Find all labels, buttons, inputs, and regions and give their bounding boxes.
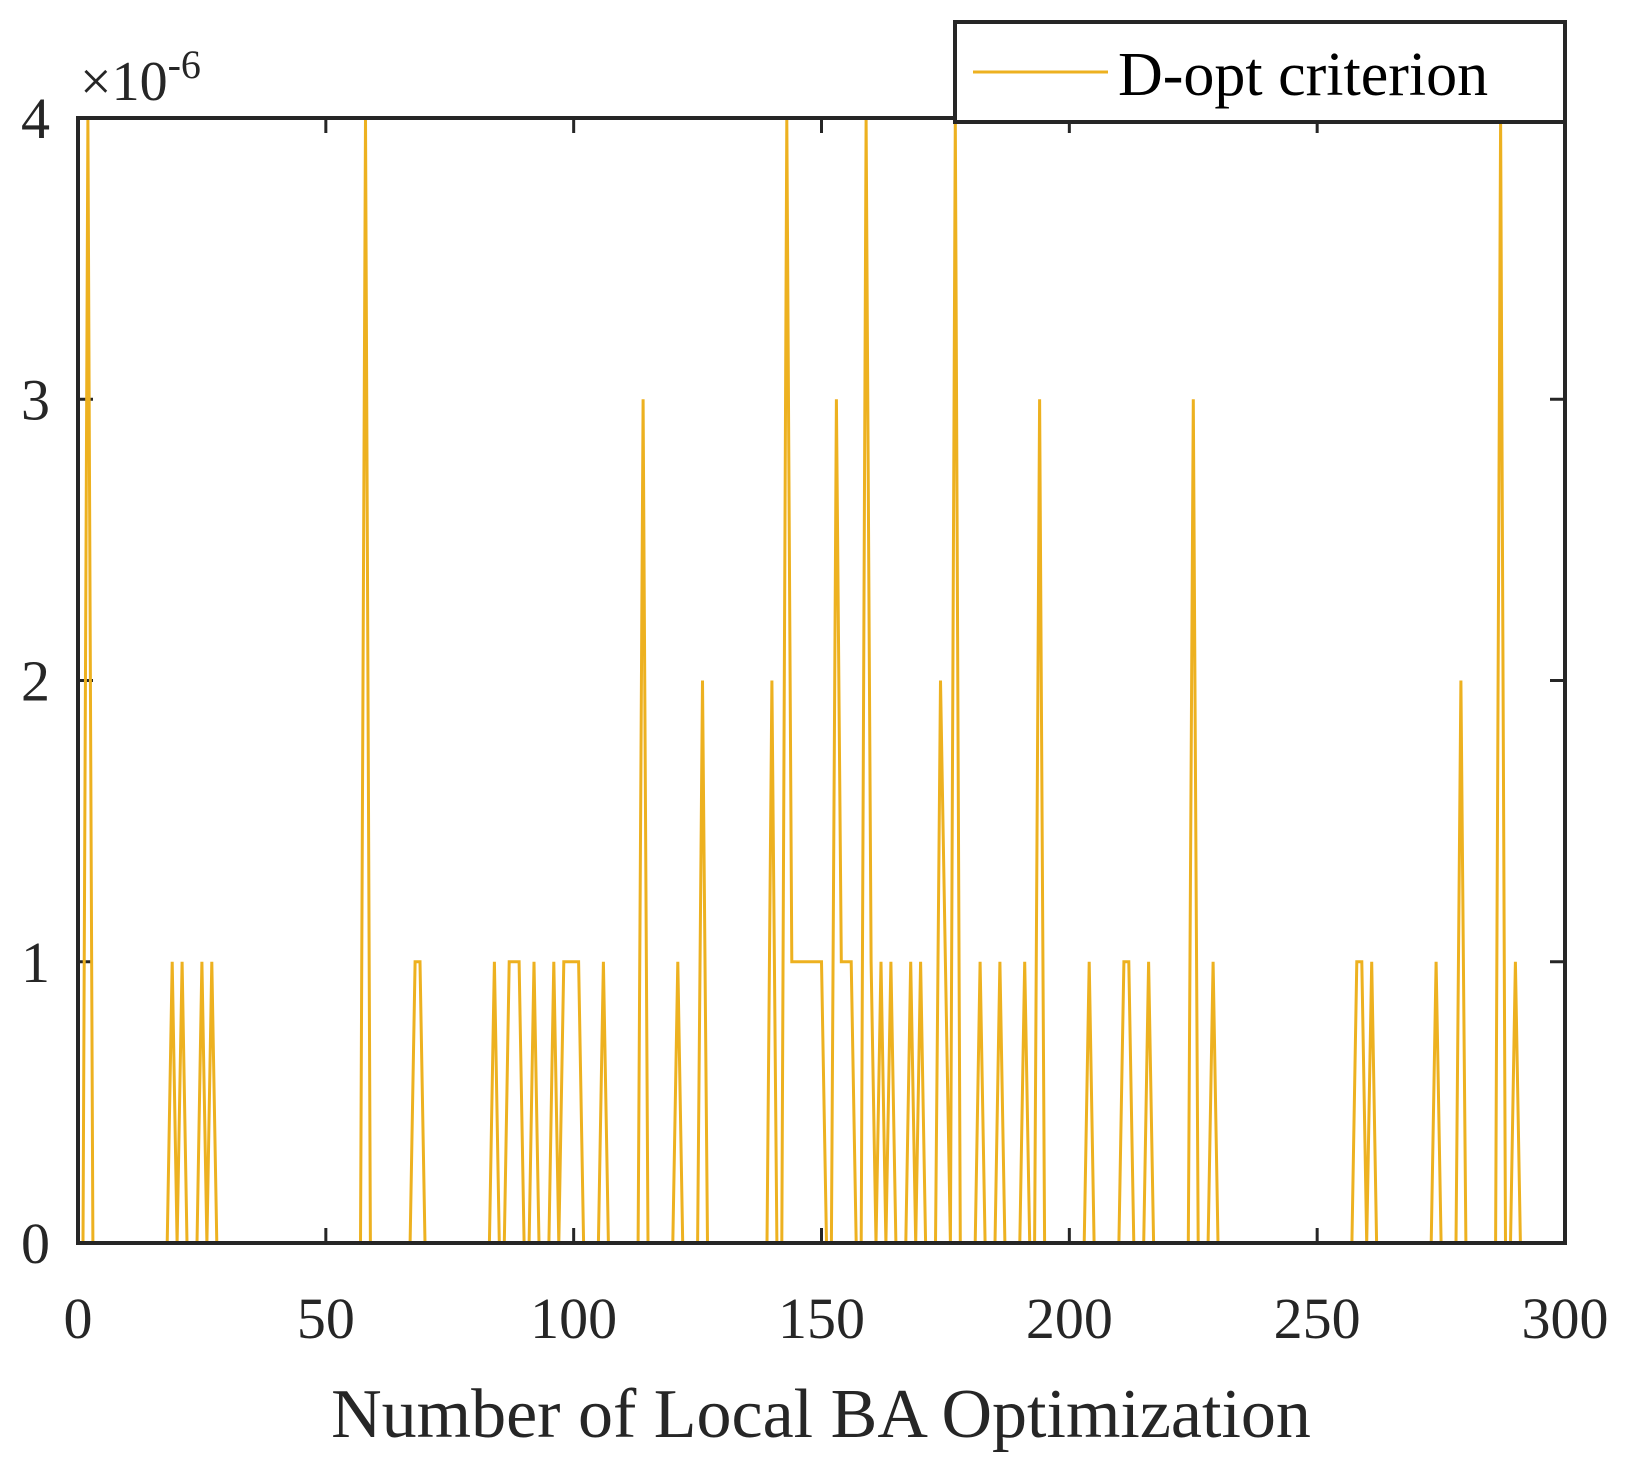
- x-tick-label: 0: [64, 1286, 93, 1351]
- legend: D-opt criterion: [953, 20, 1567, 124]
- legend-label: D-opt criterion: [1118, 41, 1488, 109]
- x-tick-label: 250: [1274, 1286, 1361, 1351]
- exponent-base: 10: [112, 51, 168, 113]
- y-tick-label: 3: [21, 367, 50, 432]
- y-exponent-label: ×10-6: [80, 42, 201, 113]
- tick-labels: 0 50 100 150 200 250 300 0 1 2 3 4: [21, 86, 1609, 1351]
- x-tick-label: 150: [778, 1286, 865, 1351]
- x-tick-label: 200: [1026, 1286, 1113, 1351]
- x-tick-label: 100: [530, 1286, 617, 1351]
- y-tick-label: 2: [21, 649, 50, 714]
- x-axis-title: Number of Local BA Optimization: [331, 1376, 1311, 1453]
- x-tick-label: 300: [1522, 1286, 1609, 1351]
- plot-frame: [76, 116, 1567, 1245]
- exponent-power: -6: [168, 42, 201, 87]
- y-tick-label: 4: [21, 86, 50, 151]
- y-tick-label: 1: [21, 930, 50, 995]
- y-tick-label: 0: [21, 1211, 50, 1276]
- x-tick-label: 50: [297, 1286, 355, 1351]
- exponent-times-sign: ×: [80, 51, 112, 113]
